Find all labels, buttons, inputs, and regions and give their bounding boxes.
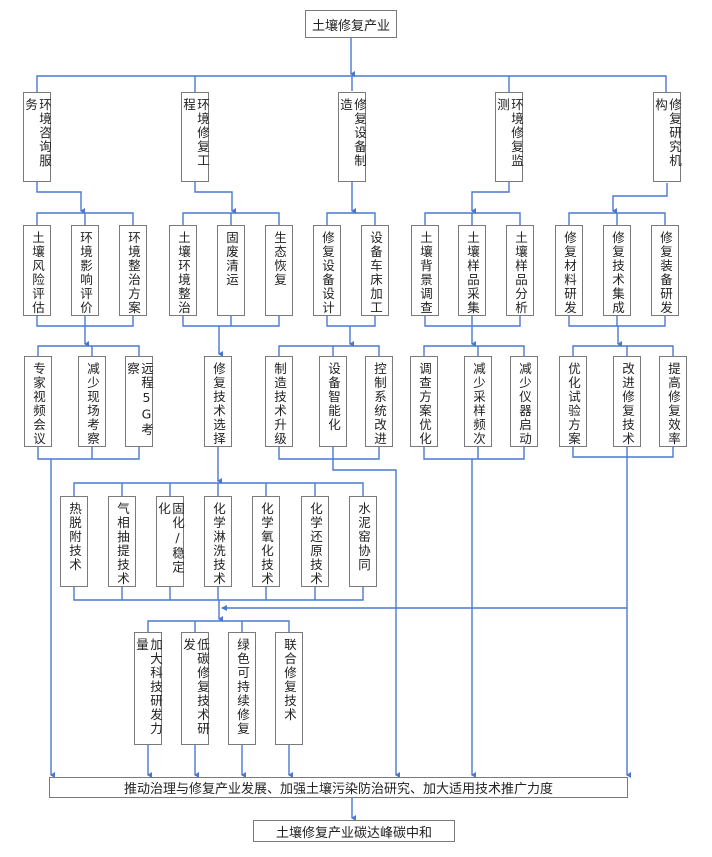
- node-label: 热脱附技术: [67, 502, 82, 572]
- level2-node: 固废清运: [217, 225, 245, 316]
- level3-node: 减少现场考察: [78, 356, 106, 447]
- level2-node: 土壤样品采集: [458, 225, 486, 316]
- level1-node: 环境咨询服务: [23, 92, 52, 182]
- node-label: 修复技术选择: [211, 362, 226, 446]
- level3-node: 调查方案优化: [410, 356, 438, 447]
- node-label: 环境咨询服务: [23, 98, 52, 168]
- level2-node: 土壤风险评估: [23, 225, 51, 316]
- node-label: 改进修复技术: [620, 362, 635, 446]
- level3-node: 专家视频会议: [24, 356, 52, 447]
- node-label: 低碳修复技术研发: [181, 638, 210, 736]
- goal-node: 土壤修复产业碳达峰碳中和: [253, 820, 455, 842]
- level3-node: 改进修复技术: [613, 356, 641, 447]
- node-label: 加大科技研发力量: [134, 638, 163, 736]
- measure-node: 联合修复技术: [275, 632, 303, 745]
- level2-node: 修复设备设计: [313, 225, 341, 316]
- node-label: 固废清运: [224, 231, 239, 287]
- technique-node: 化学还原技术: [301, 496, 329, 587]
- summary-label: 推动治理与修复产业发展、加强土壤污染防治研究、加大适用技术推广力度: [123, 782, 553, 797]
- node-label: 设备智能化: [326, 362, 341, 432]
- level2-node: 修复材料研发: [555, 225, 583, 316]
- node-label: 水泥窑协同: [356, 502, 371, 572]
- level2-node: 修复装备研发: [651, 225, 679, 316]
- technique-node: 化学淋洗技术: [204, 496, 232, 587]
- node-label: 修复材料研发: [562, 231, 577, 315]
- level3-node: 减少采样频次: [464, 356, 492, 447]
- level1-node: 环境修复监测: [495, 92, 524, 182]
- node-label: 生态恢复: [272, 231, 287, 287]
- node-label: 提高修复效率: [666, 362, 681, 446]
- node-label: 环境修复监测: [495, 98, 524, 168]
- technique-node: 气相抽提技术: [108, 496, 136, 587]
- node-label: 减少采样频次: [471, 362, 486, 446]
- measure-node: 绿色可持续修复: [228, 632, 256, 745]
- node-label: 联合修复技术: [282, 638, 297, 722]
- level3-node: 减少仪器启动: [510, 356, 538, 447]
- node-label: 固化/稳定化: [156, 502, 185, 575]
- level3-node: 修复技术选择: [204, 356, 232, 447]
- node-label: 绿色可持续修复: [235, 638, 250, 736]
- level3-node: 制造技术升级: [265, 356, 293, 447]
- node-label: 修复技术集成: [610, 231, 625, 315]
- node-label: 远程5G考察: [125, 362, 154, 437]
- level2-node: 生态恢复: [265, 225, 293, 316]
- goal-label: 土壤修复产业碳达峰碳中和: [275, 825, 432, 841]
- node-label: 优化试验方案: [566, 362, 581, 446]
- node-label: 设备车床加工: [368, 231, 383, 315]
- summary-node: 推动治理与修复产业发展、加强土壤污染防治研究、加大适用技术推广力度: [49, 777, 628, 798]
- node-label: 气相抽提技术: [115, 502, 130, 586]
- level2-node: 土壤环境整治: [169, 225, 197, 316]
- level3-node: 优化试验方案: [559, 356, 587, 447]
- node-label: 土壤背景调查: [418, 231, 433, 315]
- root-label: 土壤修复产业: [311, 18, 390, 34]
- node-label: 环境影响评价: [78, 231, 93, 315]
- node-label: 修复设备设计: [320, 231, 335, 315]
- node-label: 控制系统改进: [372, 362, 387, 446]
- level3-node: 设备智能化: [319, 356, 347, 447]
- measure-node: 低碳修复技术研发: [181, 632, 210, 745]
- measure-node: 加大科技研发力量: [134, 632, 163, 745]
- node-label: 土壤样品分析: [513, 231, 528, 315]
- level1-node: 环境修复工程: [181, 92, 210, 182]
- level2-node: 修复技术集成: [603, 225, 631, 316]
- node-label: 专家视频会议: [31, 362, 46, 446]
- root-node: 土壤修复产业: [305, 10, 397, 38]
- node-label: 环境修复工程: [181, 98, 210, 168]
- technique-node: 化学氧化技术: [252, 496, 280, 587]
- level2-node: 设备车床加工: [361, 225, 389, 316]
- node-label: 修复设备制造: [338, 98, 367, 168]
- level1-node: 修复设备制造: [338, 92, 367, 182]
- technique-node: 热脱附技术: [60, 496, 88, 587]
- technique-node: 水泥窑协同: [349, 496, 377, 587]
- node-label: 化学淋洗技术: [211, 502, 226, 586]
- level1-node: 修复研究机构: [653, 92, 682, 182]
- node-label: 减少仪器启动: [517, 362, 532, 446]
- node-label: 土壤环境整治: [176, 231, 191, 315]
- node-label: 制造技术升级: [272, 362, 287, 446]
- level2-node: 土壤背景调查: [411, 225, 439, 316]
- node-label: 化学还原技术: [308, 502, 323, 586]
- node-label: 修复研究机构: [653, 98, 682, 168]
- node-label: 化学氧化技术: [259, 502, 274, 586]
- level2-node: 环境影响评价: [71, 225, 99, 316]
- technique-node: 固化/稳定化: [156, 496, 185, 587]
- node-label: 调查方案优化: [417, 362, 432, 446]
- level2-node: 环境整治方案: [119, 225, 147, 316]
- node-label: 环境整治方案: [126, 231, 141, 315]
- level3-node: 提高修复效率: [659, 356, 687, 447]
- level2-node: 土壤样品分析: [506, 225, 534, 316]
- node-label: 土壤样品采集: [465, 231, 480, 315]
- node-label: 减少现场考察: [85, 362, 100, 446]
- node-label: 修复装备研发: [658, 231, 673, 315]
- level3-node: 远程5G考察: [125, 356, 154, 447]
- node-label: 土壤风险评估: [30, 231, 45, 315]
- level3-node: 控制系统改进: [365, 356, 393, 447]
